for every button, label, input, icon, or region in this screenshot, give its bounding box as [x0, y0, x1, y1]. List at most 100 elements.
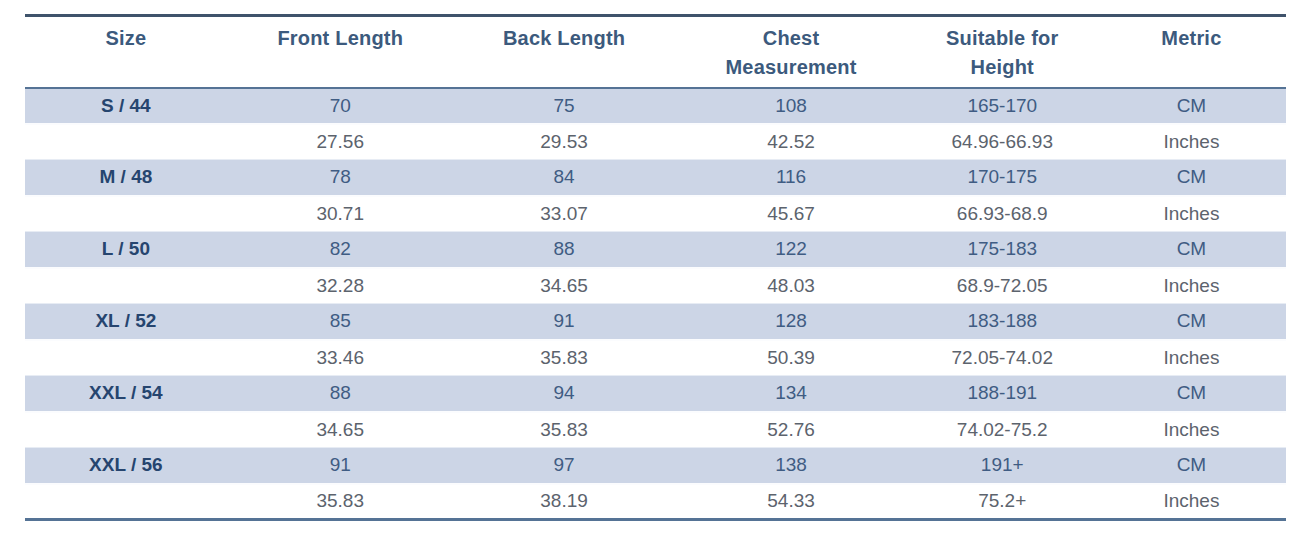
column-header-label: Chest Measurement — [716, 24, 866, 82]
metric-cell: CM — [1097, 376, 1286, 412]
back-length-cell: 35.83 — [454, 412, 675, 448]
metric-cell: Inches — [1097, 124, 1286, 160]
height-cell: 165-170 — [908, 88, 1097, 124]
column-header-back-length: Back Length — [454, 16, 675, 88]
metric-cell: Inches — [1097, 340, 1286, 376]
metric-cell: CM — [1097, 448, 1286, 484]
back-length-cell: 29.53 — [454, 124, 675, 160]
front-length-cell: 85 — [227, 304, 454, 340]
back-length-cell: 35.83 — [454, 340, 675, 376]
table-row-xxl56-cm: XXL / 56 91 97 138 191+ CM — [25, 448, 1286, 484]
table-row-xxl54-cm: XXL / 54 88 94 134 188-191 CM — [25, 376, 1286, 412]
size-chart-container: Size Front Length Back Length Chest Meas… — [25, 14, 1286, 521]
column-header-metric: Metric — [1097, 16, 1286, 88]
chest-cell: 122 — [674, 232, 907, 268]
metric-cell: Inches — [1097, 268, 1286, 304]
metric-cell: Inches — [1097, 484, 1286, 520]
back-length-cell: 38.19 — [454, 484, 675, 520]
size-cell — [25, 484, 227, 520]
metric-cell: CM — [1097, 88, 1286, 124]
size-cell — [25, 196, 227, 232]
table-row-s44-cm: S / 44 70 75 108 165-170 CM — [25, 88, 1286, 124]
size-cell: XXL / 54 — [25, 376, 227, 412]
size-cell — [25, 340, 227, 376]
back-length-cell: 75 — [454, 88, 675, 124]
back-length-cell: 34.65 — [454, 268, 675, 304]
table-row-l50-inches: 32.28 34.65 48.03 68.9-72.05 Inches — [25, 268, 1286, 304]
column-header-label: Back Length — [503, 24, 625, 53]
height-cell: 170-175 — [908, 160, 1097, 196]
size-cell: XL / 52 — [25, 304, 227, 340]
column-header-suitable-height: Suitable for Height — [908, 16, 1097, 88]
front-length-cell: 70 — [227, 88, 454, 124]
column-header-label: Metric — [1161, 24, 1221, 53]
height-cell: 75.2+ — [908, 484, 1097, 520]
back-length-cell: 97 — [454, 448, 675, 484]
chest-cell: 108 — [674, 88, 907, 124]
chest-cell: 54.33 — [674, 484, 907, 520]
back-length-cell: 88 — [454, 232, 675, 268]
metric-cell: CM — [1097, 232, 1286, 268]
front-length-cell: 91 — [227, 448, 454, 484]
chest-cell: 128 — [674, 304, 907, 340]
size-cell — [25, 268, 227, 304]
chest-cell: 45.67 — [674, 196, 907, 232]
front-length-cell: 27.56 — [227, 124, 454, 160]
column-header-chest-measurement: Chest Measurement — [674, 16, 907, 88]
table-row-xl52-cm: XL / 52 85 91 128 183-188 CM — [25, 304, 1286, 340]
column-header-front-length: Front Length — [227, 16, 454, 88]
size-cell: XXL / 56 — [25, 448, 227, 484]
metric-cell: Inches — [1097, 412, 1286, 448]
table-row-s44-inches: 27.56 29.53 42.52 64.96-66.93 Inches — [25, 124, 1286, 160]
front-length-cell: 34.65 — [227, 412, 454, 448]
table-row-xxl54-inches: 34.65 35.83 52.76 74.02-75.2 Inches — [25, 412, 1286, 448]
size-cell — [25, 124, 227, 160]
back-length-cell: 94 — [454, 376, 675, 412]
front-length-cell: 33.46 — [227, 340, 454, 376]
column-header-label: Front Length — [277, 24, 403, 53]
height-cell: 74.02-75.2 — [908, 412, 1097, 448]
chest-cell: 52.76 — [674, 412, 907, 448]
size-cell: L / 50 — [25, 232, 227, 268]
size-cell: M / 48 — [25, 160, 227, 196]
front-length-cell: 78 — [227, 160, 454, 196]
size-cell: S / 44 — [25, 88, 227, 124]
column-header-label: Suitable for Height — [937, 24, 1067, 82]
table-row-xl52-inches: 33.46 35.83 50.39 72.05-74.02 Inches — [25, 340, 1286, 376]
table-row-xxl56-inches: 35.83 38.19 54.33 75.2+ Inches — [25, 484, 1286, 520]
table-header: Size Front Length Back Length Chest Meas… — [25, 16, 1286, 88]
height-cell: 64.96-66.93 — [908, 124, 1097, 160]
chest-cell: 138 — [674, 448, 907, 484]
size-cell — [25, 412, 227, 448]
column-header-label: Size — [105, 24, 146, 53]
chest-cell: 116 — [674, 160, 907, 196]
size-chart-table: Size Front Length Back Length Chest Meas… — [25, 14, 1286, 521]
chest-cell: 50.39 — [674, 340, 907, 376]
height-cell: 183-188 — [908, 304, 1097, 340]
chest-cell: 134 — [674, 376, 907, 412]
height-cell: 72.05-74.02 — [908, 340, 1097, 376]
column-header-size: Size — [25, 16, 227, 88]
chest-cell: 48.03 — [674, 268, 907, 304]
table-body: S / 44 70 75 108 165-170 CM 27.56 29.53 … — [25, 88, 1286, 520]
back-length-cell: 33.07 — [454, 196, 675, 232]
back-length-cell: 91 — [454, 304, 675, 340]
height-cell: 175-183 — [908, 232, 1097, 268]
front-length-cell: 88 — [227, 376, 454, 412]
back-length-cell: 84 — [454, 160, 675, 196]
height-cell: 66.93-68.9 — [908, 196, 1097, 232]
table-row-m48-inches: 30.71 33.07 45.67 66.93-68.9 Inches — [25, 196, 1286, 232]
height-cell: 188-191 — [908, 376, 1097, 412]
front-length-cell: 32.28 — [227, 268, 454, 304]
height-cell: 68.9-72.05 — [908, 268, 1097, 304]
metric-cell: CM — [1097, 304, 1286, 340]
chest-cell: 42.52 — [674, 124, 907, 160]
metric-cell: Inches — [1097, 196, 1286, 232]
front-length-cell: 35.83 — [227, 484, 454, 520]
table-row-m48-cm: M / 48 78 84 116 170-175 CM — [25, 160, 1286, 196]
table-row-l50-cm: L / 50 82 88 122 175-183 CM — [25, 232, 1286, 268]
header-row: Size Front Length Back Length Chest Meas… — [25, 16, 1286, 88]
metric-cell: CM — [1097, 160, 1286, 196]
front-length-cell: 82 — [227, 232, 454, 268]
height-cell: 191+ — [908, 448, 1097, 484]
